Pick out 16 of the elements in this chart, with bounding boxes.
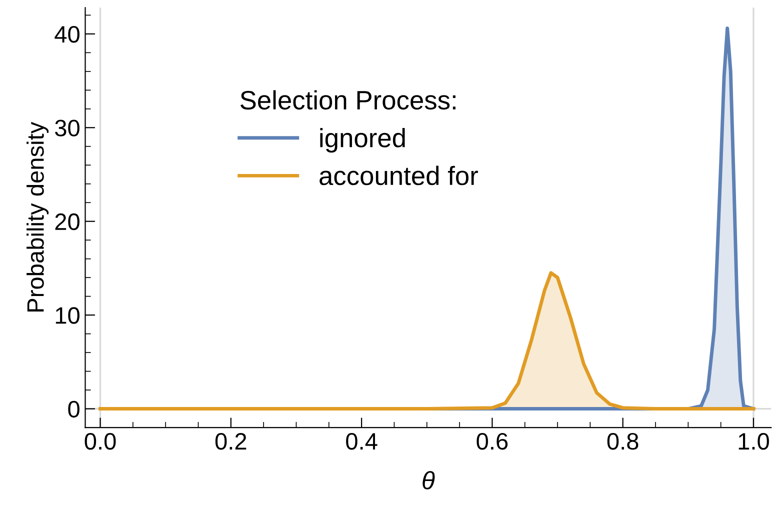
x-tick-label: 0.2 — [215, 433, 246, 450]
legend-label: ignored — [320, 128, 405, 153]
y-tick-label: 30 — [55, 120, 80, 136]
x-tick-label: 0.6 — [476, 433, 508, 450]
y-tick-label: 0 — [68, 400, 80, 418]
x-tick-label: 0.0 — [84, 433, 116, 450]
x-axis-title: θ — [422, 471, 435, 490]
x-tick-label: 0.8 — [607, 433, 638, 450]
legend-label: accounted for — [320, 166, 478, 186]
y-tick-label: 10 — [56, 307, 80, 324]
y-axis-title: Probability density — [26, 122, 49, 312]
legend-title: Selection Process: — [240, 90, 456, 110]
x-tick-label: 1.0 — [738, 433, 769, 450]
y-tick-label: 20 — [55, 213, 80, 230]
x-tick-label: 0.4 — [346, 433, 378, 450]
y-tick-label: 40 — [54, 26, 80, 43]
